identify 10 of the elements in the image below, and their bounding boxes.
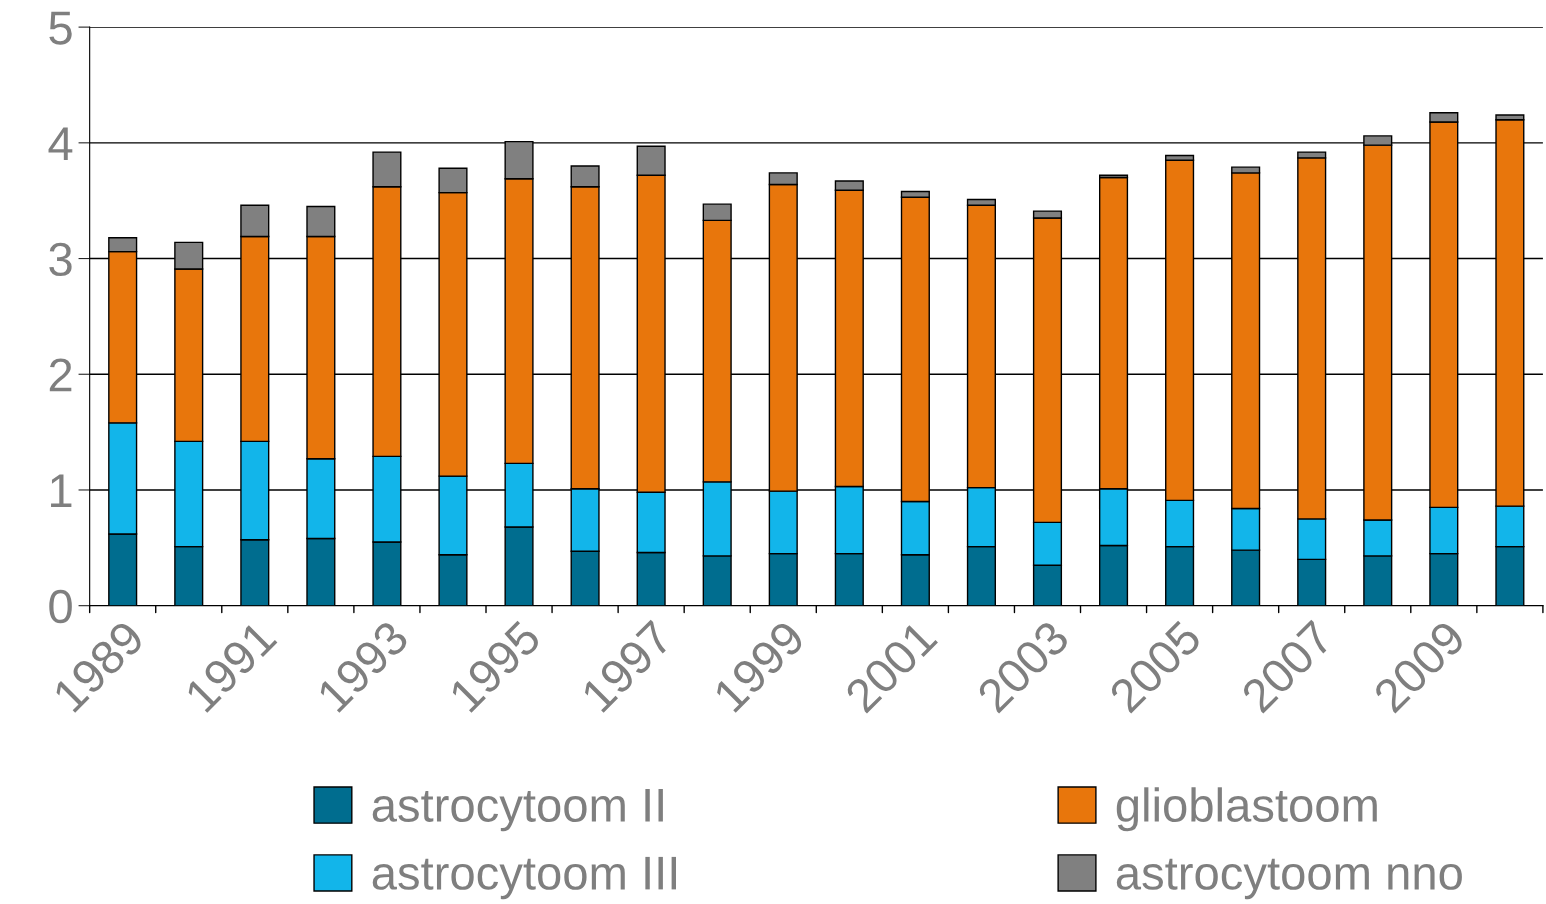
legend-label: astrocytoom nno <box>1116 858 1462 900</box>
y-tick-label: 3 <box>49 242 72 277</box>
legend-label: glioblastoom <box>1116 787 1377 832</box>
y-tick-label: 2 <box>49 358 72 392</box>
y-tick-label: 1 <box>51 474 72 508</box>
y-tick-label: 0 <box>49 589 72 624</box>
y-tick-label: 4 <box>48 127 73 160</box>
legend-label: astrocytoom II <box>372 789 663 832</box>
y-tick-label: 5 <box>49 11 72 45</box>
legend-label: astrocytoom III <box>372 856 677 900</box>
